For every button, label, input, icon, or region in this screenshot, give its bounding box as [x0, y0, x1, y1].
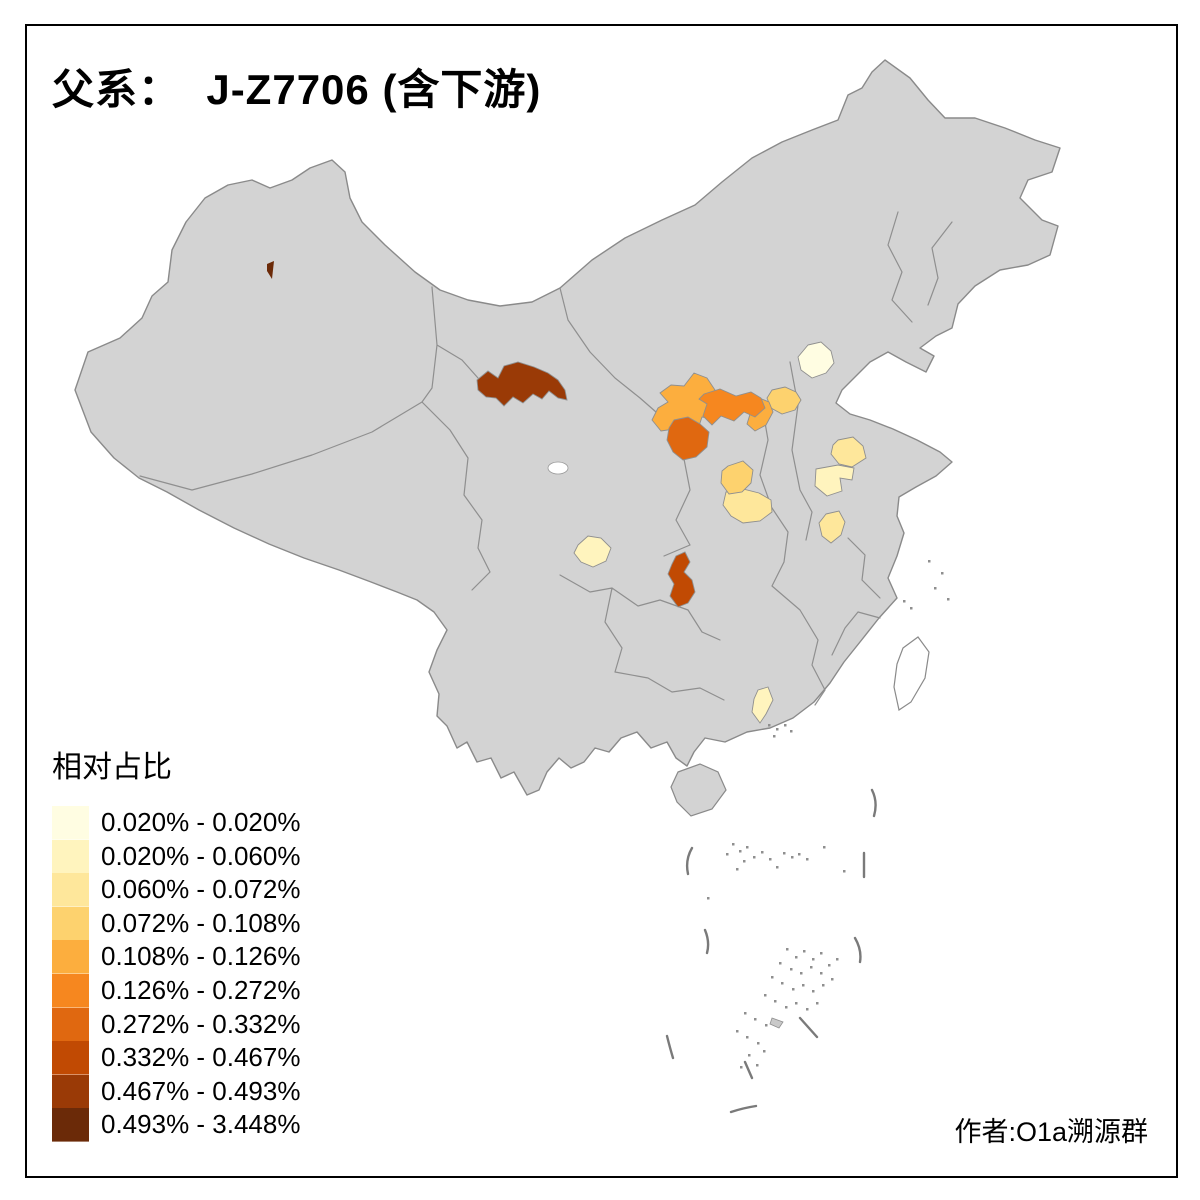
map-region-east-gansu-patch: [720, 460, 754, 495]
mainland-outline: [74, 59, 1061, 796]
page-title: 父系： J-Z7706 (含下游): [52, 66, 542, 113]
map-region-north-henan-patch: [814, 464, 855, 497]
map-region-beijing-patch: [797, 341, 835, 379]
qinghai-lake: [547, 461, 569, 475]
map-region-xinjiang-dot-patch: [267, 261, 274, 279]
legend-row: 0.493% - 3.448%: [52, 1108, 300, 1142]
legend-swatch-5: [52, 940, 89, 974]
legend-label: 0.467% - 0.493%: [101, 1075, 301, 1106]
legend-swatch-4: [52, 906, 89, 941]
hainan-island: [670, 763, 727, 817]
attribution-text: 作者:O1a溯源群: [954, 1117, 1148, 1147]
legend-label: 0.108% - 0.126%: [101, 941, 301, 972]
legend-row: 0.108% - 0.126%: [52, 940, 300, 974]
legend-label: 0.126% - 0.272%: [101, 974, 301, 1005]
legend-row: 0.126% - 0.272%: [52, 973, 301, 1008]
small-islands: [707, 560, 950, 1069]
legend-swatch-1: [52, 806, 89, 840]
legend-swatch-7: [52, 1007, 89, 1042]
legend-swatch-10: [52, 1108, 89, 1142]
legend-label: 0.060% - 0.072%: [101, 874, 301, 905]
legend-title: 相对占比: [52, 751, 172, 784]
sliver-island: [769, 1017, 784, 1029]
map-region-west-hubei-patch: [667, 551, 696, 608]
taiwan-island: [893, 636, 930, 711]
legend-swatch-6: [52, 973, 89, 1008]
map-region-lanzhou-patch: [666, 416, 710, 461]
legend-label: 0.332% - 0.467%: [101, 1042, 301, 1073]
legend-label: 0.020% - 0.020%: [101, 807, 301, 837]
map-region-west-shandong-patch: [830, 436, 867, 468]
plot-frame: [25, 24, 1178, 1178]
legend-row: 0.072% - 0.108%: [52, 906, 301, 941]
legend-row: 0.332% - 0.467%: [52, 1041, 300, 1075]
map-region-chengdu-patch: [573, 535, 612, 568]
legend-row: 0.060% - 0.072%: [52, 873, 300, 907]
map-region-guangdong-patch: [751, 686, 774, 724]
province-boundaries: [139, 211, 953, 706]
map-region-central-ningxia-patch: [698, 388, 766, 426]
legend-swatch-9: [52, 1074, 89, 1109]
legend-label: 0.493% - 3.448%: [101, 1109, 301, 1140]
legend-label: 0.272% - 0.332%: [101, 1008, 301, 1039]
legend-label: 0.072% - 0.108%: [101, 907, 301, 938]
legend-row: 0.020% - 0.020%: [52, 806, 300, 840]
legend-rows: 0.020% - 0.020% 0.020% - 0.060% 0.060% -…: [52, 806, 300, 1142]
map-region-south-henan-patch: [818, 510, 846, 544]
legend-row: 0.467% - 0.493%: [52, 1074, 301, 1109]
legend: 相对占比 0.020% - 0.020% 0.020% - 0.060% 0.0…: [52, 742, 300, 1142]
legend-row: 0.020% - 0.060%: [52, 839, 301, 874]
legend-swatch-2: [52, 839, 89, 874]
legend-row: 0.272% - 0.332%: [52, 1007, 301, 1042]
nine-dash-line: [665, 788, 877, 1114]
legend-label: 0.020% - 0.060%: [101, 840, 301, 871]
legend-swatch-3: [52, 873, 89, 907]
map-region-hexi-band-patch: [476, 361, 568, 407]
map-region-guanzhong-patch: [722, 488, 773, 524]
legend-swatch-8: [52, 1041, 89, 1075]
